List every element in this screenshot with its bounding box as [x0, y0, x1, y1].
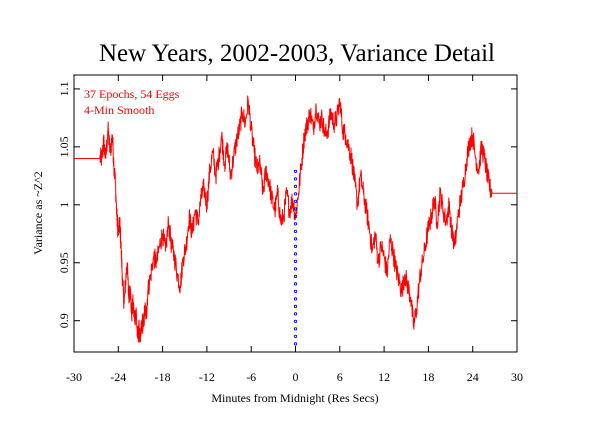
marker-dot: [293, 252, 298, 256]
marker-dot: [293, 214, 298, 219]
y-tick-label: 1: [57, 202, 71, 208]
marker-dot: [293, 244, 298, 249]
x-tick-label: -24: [110, 370, 126, 384]
annotation-epochs-eggs: 37 Epochs, 54 Eggs: [84, 87, 180, 101]
marker-dot: [293, 192, 298, 196]
x-tick-label: 30: [511, 370, 523, 384]
x-axis-label: Minutes from Midnight (Res Secs): [211, 391, 378, 405]
x-tick-label: 24: [467, 370, 479, 384]
marker-dot: [293, 199, 298, 204]
marker-dot: [293, 334, 298, 339]
x-tick-label: 0: [293, 370, 299, 384]
series-layer: [74, 95, 517, 346]
x-tick-label: -18: [155, 370, 171, 384]
marker-dot: [293, 274, 298, 279]
axis-ticks: [73, 75, 518, 352]
variance-series-line: [74, 95, 517, 343]
y-tick-labels: 0.9 0.95 1 1.05 1.1: [57, 81, 71, 328]
chart-title: New Years, 2002-2003, Variance Detail: [99, 40, 495, 67]
marker-dot: [293, 259, 298, 264]
marker-dot: [293, 177, 298, 181]
marker-dot: [293, 289, 298, 294]
y-tick-label: 1.1: [57, 81, 71, 96]
marker-dot: [293, 229, 298, 234]
marker-dot: [293, 282, 298, 286]
marker-dot: [293, 267, 298, 271]
marker-dot: [293, 342, 298, 346]
x-tick-labels: -30 -24 -18 -12 -6 0 6 12 18 24 30: [66, 370, 523, 384]
marker-dot: [293, 312, 298, 316]
marker-dot: [293, 327, 298, 331]
annotation-smoothing: 4-Min Smooth: [84, 103, 154, 117]
marker-dot: [293, 207, 298, 211]
y-tick-label: 0.9: [57, 313, 71, 328]
x-tick-label: 18: [422, 370, 434, 384]
marker-dot: [293, 237, 298, 241]
marker-dot: [293, 297, 298, 301]
marker-dot: [293, 222, 298, 226]
y-axis-label: Variance as ~Z^2: [31, 171, 45, 254]
marker-dot: [293, 304, 298, 309]
x-tick-label: -6: [246, 370, 256, 384]
marker-dot: [293, 184, 298, 189]
x-tick-label: 6: [337, 370, 343, 384]
y-tick-label: 0.95: [57, 252, 71, 273]
x-tick-label: -30: [66, 370, 82, 384]
midnight-marker: [293, 169, 298, 346]
x-tick-label: -12: [199, 370, 215, 384]
y-tick-label: 1.05: [57, 136, 71, 157]
marker-dot: [293, 169, 298, 174]
x-tick-label: 12: [378, 370, 390, 384]
marker-dot: [293, 319, 298, 324]
